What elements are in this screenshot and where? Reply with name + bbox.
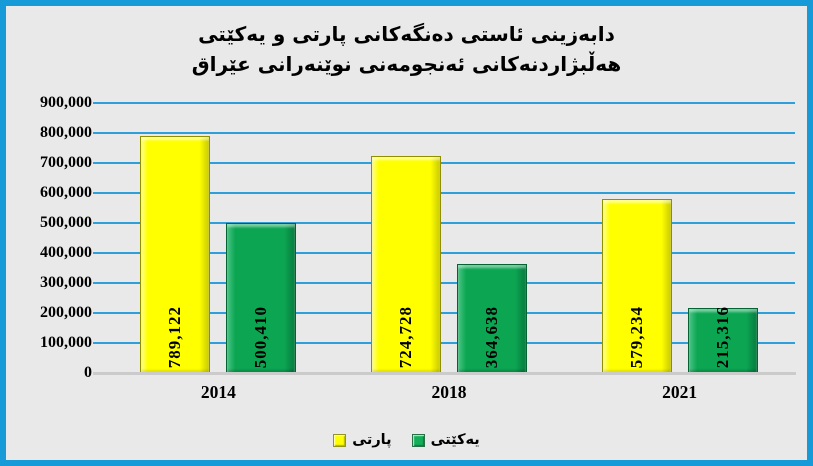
y-tick-mark bbox=[93, 342, 103, 344]
legend-item-yekiti: یەکێتی bbox=[411, 432, 480, 448]
gridline bbox=[103, 312, 795, 314]
x-axis-category-label: 2021 bbox=[662, 382, 698, 402]
y-tick-mark bbox=[93, 102, 103, 104]
y-axis-tick-label: 200,000 bbox=[40, 304, 92, 321]
legend: پارتی یەکێتی bbox=[6, 427, 807, 453]
chart-title-line2: هەڵبژاردنەکانی ئەنجومەنی نوێنەرانی عێراق bbox=[191, 52, 622, 76]
y-tick-mark bbox=[93, 222, 103, 224]
y-tick-mark bbox=[93, 252, 103, 254]
legend-label-party: پارتی bbox=[352, 432, 392, 448]
y-axis-tick-label: 400,000 bbox=[40, 244, 92, 261]
bar-data-label: 364,638 bbox=[482, 305, 501, 368]
y-axis-tick-label: 600,000 bbox=[40, 184, 92, 201]
gridline bbox=[103, 132, 795, 134]
y-tick-mark bbox=[93, 162, 103, 164]
bar-data-label: 579,234 bbox=[626, 305, 646, 368]
y-tick-mark bbox=[93, 312, 103, 314]
y-axis-tick-label: 800,000 bbox=[40, 124, 92, 141]
gridline bbox=[103, 342, 795, 344]
gridline bbox=[103, 102, 795, 104]
y-axis-tick-label: 500,000 bbox=[40, 214, 92, 231]
chart-title-line1: دابەزینی ئاستی دەنگەکانی پارتی و یەکێتی bbox=[198, 22, 615, 46]
x-axis-category-label: 2014 bbox=[200, 382, 236, 402]
bar-yekiti-2014: 500,410 bbox=[226, 222, 297, 373]
legend-swatch-yekiti bbox=[411, 433, 425, 447]
y-tick-mark bbox=[93, 282, 103, 284]
bar-yekiti-2018: 364,638 bbox=[457, 263, 527, 373]
y-tick-mark bbox=[93, 192, 103, 194]
legend-label-yekiti: یەکێتی bbox=[430, 432, 480, 448]
bar-yekiti-2021: 215,316 bbox=[687, 305, 758, 373]
bar-party-2021: 579,234 bbox=[601, 199, 672, 373]
y-axis-labels: 900,000 800,000 700,000 600,000 500,000 400,0… bbox=[6, 94, 94, 387]
gridline bbox=[103, 162, 795, 164]
bar-data-label: 215,316 bbox=[712, 305, 732, 368]
gridline bbox=[103, 282, 795, 284]
bar-party-2018: 724,728 bbox=[371, 155, 441, 373]
y-axis-tick-label: 900,000 bbox=[40, 94, 92, 111]
bar-data-label: 789,122 bbox=[165, 305, 185, 368]
y-axis-tick-label: 700,000 bbox=[40, 154, 92, 171]
bar-data-label: 724,728 bbox=[396, 305, 415, 368]
y-axis-tick-label: 300,000 bbox=[40, 274, 92, 291]
legend-item-party: پارتی bbox=[333, 432, 392, 448]
x-axis-category-label: 2018 bbox=[431, 382, 467, 402]
legend-swatch-party bbox=[333, 433, 347, 447]
y-axis-tick-label: 100,000 bbox=[40, 334, 92, 351]
gridline bbox=[103, 252, 795, 254]
bar-party-2014: 789,122 bbox=[140, 136, 211, 373]
plot-area: 789,122 500,410 724,728 364,638 579,234 215,3… bbox=[93, 102, 795, 374]
y-tick-mark bbox=[93, 132, 103, 134]
gridline bbox=[103, 192, 795, 194]
x-axis-labels: 2014 2018 2021 bbox=[103, 382, 795, 406]
x-axis-line bbox=[93, 372, 796, 375]
bar-data-label: 500,410 bbox=[251, 305, 271, 368]
gridline bbox=[103, 222, 795, 224]
chart-title: دابەزینی ئاستی دەنگەکانی پارتی و یەکێتی … bbox=[6, 19, 807, 79]
y-axis-tick-label: 0 bbox=[84, 364, 92, 381]
